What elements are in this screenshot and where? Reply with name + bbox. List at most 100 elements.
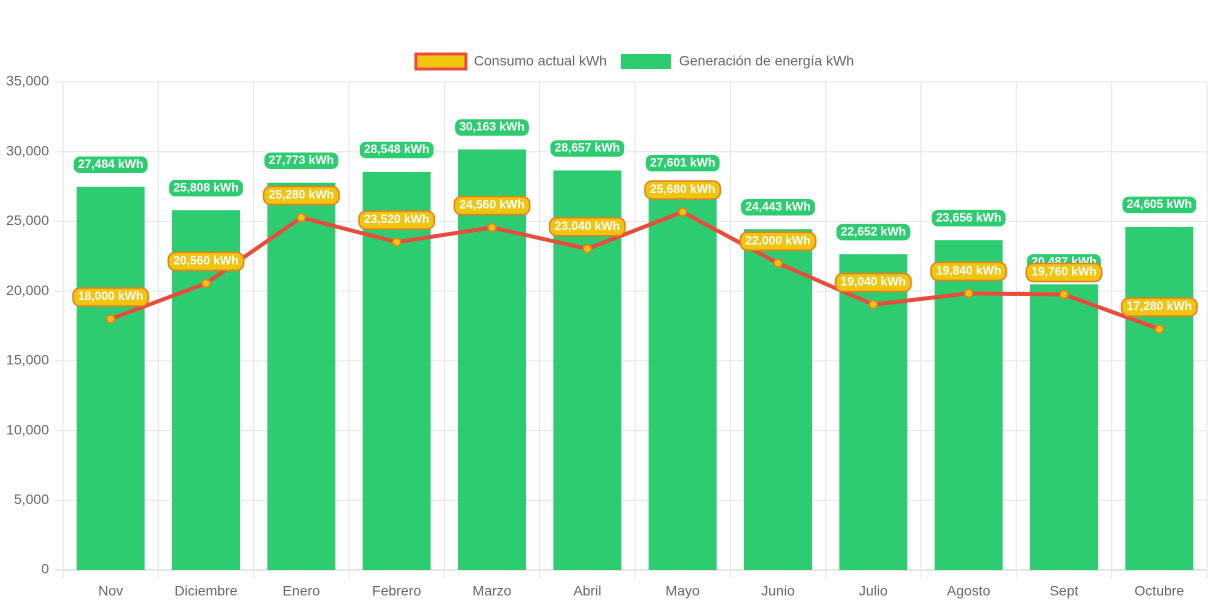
data-label: 19,760 kWh bbox=[1025, 262, 1103, 283]
data-label-bg bbox=[739, 231, 817, 252]
data-label: 24,560 kWh bbox=[453, 195, 531, 216]
data-label-text: 25,280 kWh bbox=[269, 188, 334, 202]
data-label: 19,040 kWh bbox=[834, 272, 912, 293]
data-label-text: 23,040 kWh bbox=[555, 219, 620, 233]
data-label-text: 25,808 kWh bbox=[173, 180, 238, 194]
legend: Consumo actual kWh Generación de energía … bbox=[414, 52, 854, 71]
data-label-text: 27,773 kWh bbox=[269, 153, 334, 167]
bar bbox=[744, 229, 812, 570]
data-label: 27,484 kWh bbox=[72, 155, 150, 175]
x-tick-label: Febrero bbox=[372, 583, 421, 599]
legend-swatch bbox=[414, 52, 468, 71]
data-label-text: 24,560 kWh bbox=[459, 198, 524, 212]
x-tick-label: Agosto bbox=[947, 583, 991, 599]
data-label-text: 19,040 kWh bbox=[841, 275, 906, 289]
x-tick-label: Junio bbox=[761, 583, 795, 599]
y-tick-label: 10,000 bbox=[6, 421, 49, 437]
line bbox=[109, 209, 1161, 331]
bar bbox=[362, 171, 431, 570]
data-label-text: 19,760 kWh bbox=[1031, 265, 1096, 279]
point bbox=[487, 222, 497, 233]
data-label: 25,280 kWh bbox=[262, 185, 340, 206]
x-tick-label: Mayo bbox=[666, 583, 700, 599]
data-label-bg bbox=[644, 180, 722, 200]
data-label-text: 23,656 kWh bbox=[936, 210, 1001, 224]
data-label: 23,040 kWh bbox=[548, 217, 626, 237]
y-tick-label: 20,000 bbox=[6, 282, 49, 298]
data-label-bg bbox=[167, 178, 245, 198]
data-label-bg bbox=[262, 185, 340, 206]
legend-label: Consumo actual kWh bbox=[474, 53, 607, 69]
data-label-text: 24,443 kWh bbox=[745, 199, 810, 213]
data-label-bg bbox=[1120, 195, 1198, 215]
point bbox=[1154, 324, 1165, 334]
data-label: 23,656 kWh bbox=[930, 208, 1008, 228]
data-label-bg bbox=[358, 210, 436, 230]
data-label: 28,657 kWh bbox=[548, 138, 626, 159]
data-label: 17,280 kWh bbox=[1120, 297, 1198, 317]
x-tick-label: Marzo bbox=[473, 583, 512, 599]
data-label: 28,548 kWh bbox=[358, 140, 436, 160]
data-label-bg bbox=[739, 197, 817, 217]
data-label: 30,163 kWh bbox=[453, 117, 531, 138]
x-tick-label: Abril bbox=[573, 583, 601, 599]
data-label: 20,560 kWh bbox=[167, 251, 245, 272]
point bbox=[201, 278, 211, 289]
data-label: 18,000 kWh bbox=[72, 287, 150, 307]
data-label-bg bbox=[834, 222, 912, 242]
data-label: 22,652 kWh bbox=[834, 222, 912, 242]
data-label-bg bbox=[548, 138, 626, 159]
point bbox=[296, 212, 307, 223]
legend-swatch bbox=[620, 54, 671, 69]
data-label-bg bbox=[358, 140, 436, 160]
data-label-text: 20,560 kWh bbox=[173, 254, 238, 268]
point bbox=[868, 299, 879, 310]
legend-label: Generación de energía kWh bbox=[679, 53, 854, 69]
x-tick-label: Nov bbox=[98, 583, 123, 599]
data-label-text: 17,280 kWh bbox=[1127, 299, 1192, 313]
bar bbox=[553, 170, 622, 570]
data-label: 24,443 kWh bbox=[739, 197, 817, 217]
data-label-text: 27,601 kWh bbox=[650, 155, 715, 169]
data-label-bg bbox=[167, 251, 245, 272]
data-label-text: 30,163 kWh bbox=[459, 120, 524, 134]
point bbox=[105, 314, 116, 324]
data-label-bg bbox=[1120, 297, 1198, 317]
x-tick-label: Diciembre bbox=[174, 583, 237, 599]
data-label-bg bbox=[72, 287, 150, 307]
y-tick-label: 15,000 bbox=[6, 352, 49, 368]
data-label: 25,808 kWh bbox=[167, 178, 245, 198]
bar bbox=[648, 185, 717, 570]
bar bbox=[1030, 284, 1098, 570]
point bbox=[963, 288, 974, 299]
data-label-bg bbox=[930, 208, 1008, 228]
data-label-text: 18,000 kWh bbox=[78, 289, 143, 303]
x-tick-label: Enero bbox=[283, 583, 321, 599]
data-label: 24,605 kWh bbox=[1120, 195, 1198, 215]
data-label-bg bbox=[548, 217, 626, 237]
data-label-text: 28,548 kWh bbox=[364, 142, 429, 156]
x-tick-label: Octubre bbox=[1134, 583, 1184, 599]
data-label-text: 22,000 kWh bbox=[745, 233, 810, 247]
point bbox=[677, 207, 688, 217]
data-label-bg bbox=[1025, 262, 1103, 283]
data-label-bg bbox=[72, 155, 150, 175]
bar bbox=[267, 182, 336, 571]
data-label-text: 27,484 kWh bbox=[78, 157, 143, 171]
bar bbox=[458, 149, 526, 571]
data-label-text: 28,657 kWh bbox=[555, 141, 620, 155]
data-label-bg bbox=[644, 153, 722, 173]
data-label-text: 19,840 kWh bbox=[936, 264, 1001, 278]
x-tick-label: Julio bbox=[859, 583, 888, 599]
point bbox=[773, 258, 783, 269]
data-label-text: 24,605 kWh bbox=[1127, 197, 1192, 211]
point bbox=[582, 244, 593, 254]
data-label-text: 22,652 kWh bbox=[841, 224, 906, 238]
x-tick-label: Sept bbox=[1050, 583, 1079, 599]
data-label-bg bbox=[930, 261, 1008, 282]
data-label: 27,773 kWh bbox=[262, 151, 340, 171]
data-label: 23,520 kWh bbox=[358, 210, 436, 230]
point bbox=[1059, 289, 1069, 300]
